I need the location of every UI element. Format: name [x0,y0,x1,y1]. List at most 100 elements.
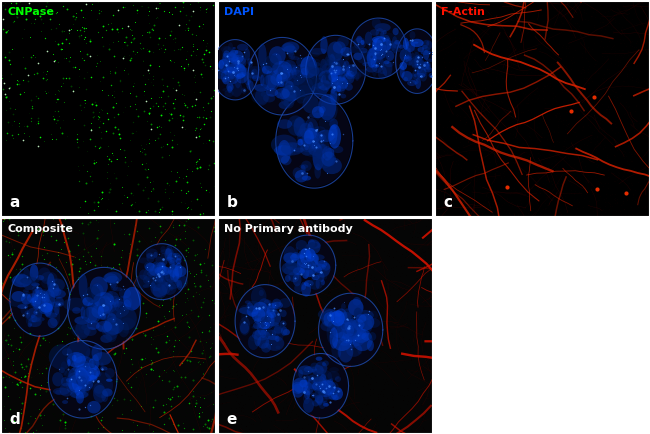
Point [29,147,39,154]
Point [60,215,71,222]
Point [395,404,405,411]
Point [557,43,567,50]
Point [34,191,44,198]
Point [112,390,123,397]
Point [166,159,177,166]
Point [185,188,195,195]
Point [504,168,514,175]
Point [26,163,36,170]
Point [449,21,460,28]
Point [1,116,11,123]
Point [196,186,207,193]
Point [326,423,336,430]
Point [116,30,126,37]
Point [161,388,172,395]
Ellipse shape [291,119,307,128]
Point [522,79,532,86]
Point [473,74,484,81]
Point [202,54,213,61]
Point [372,421,383,428]
Point [391,222,401,229]
Point [58,319,68,326]
Point [411,289,422,296]
Point [204,86,214,93]
Point [77,199,87,206]
Point [287,407,297,414]
Point [100,311,110,318]
Point [604,206,614,213]
Point [455,31,465,38]
Point [161,178,171,185]
Point [173,4,183,11]
Point [98,162,109,169]
Point [315,315,326,322]
Point [7,308,18,315]
Point [624,31,634,38]
Ellipse shape [108,307,122,325]
Point [605,7,616,14]
Point [46,11,56,18]
Point [632,204,643,210]
Point [36,20,46,27]
Point [151,116,162,123]
Point [164,285,174,292]
Point [68,93,79,100]
Point [406,265,417,272]
Ellipse shape [300,259,316,270]
Point [521,62,531,69]
Point [562,106,573,113]
Point [380,220,390,227]
Point [352,256,362,263]
Point [642,131,650,138]
Point [308,331,318,338]
Ellipse shape [306,258,313,272]
Point [49,127,60,134]
Point [184,25,194,32]
Point [15,10,25,17]
Point [570,128,580,135]
Point [98,108,109,115]
Point [584,80,595,87]
Point [157,69,167,76]
Point [177,138,187,145]
Point [146,418,156,425]
Point [8,273,18,280]
Point [166,312,176,319]
Point [176,356,186,363]
Ellipse shape [222,46,234,59]
Point [0,125,10,132]
Point [27,208,38,215]
Point [617,173,627,180]
Point [170,212,181,219]
Point [26,363,36,370]
Point [151,191,162,197]
Point [508,6,519,13]
Point [358,217,368,224]
Point [163,151,174,158]
Point [155,210,165,217]
Point [437,54,448,61]
Point [9,394,20,401]
Point [198,158,209,164]
Point [96,191,107,197]
Point [102,307,112,314]
Point [192,124,203,131]
Point [532,44,543,51]
Point [190,32,201,39]
Point [205,111,215,118]
Point [13,106,23,113]
Point [94,279,105,286]
Point [28,229,38,236]
Point [291,320,301,327]
Point [512,208,523,215]
Point [72,184,83,191]
Point [146,107,156,114]
Point [298,350,308,357]
Point [55,56,65,63]
Point [242,262,253,269]
Ellipse shape [300,260,311,270]
Point [162,284,173,291]
Point [227,244,237,251]
Point [580,177,590,184]
Point [53,161,64,168]
